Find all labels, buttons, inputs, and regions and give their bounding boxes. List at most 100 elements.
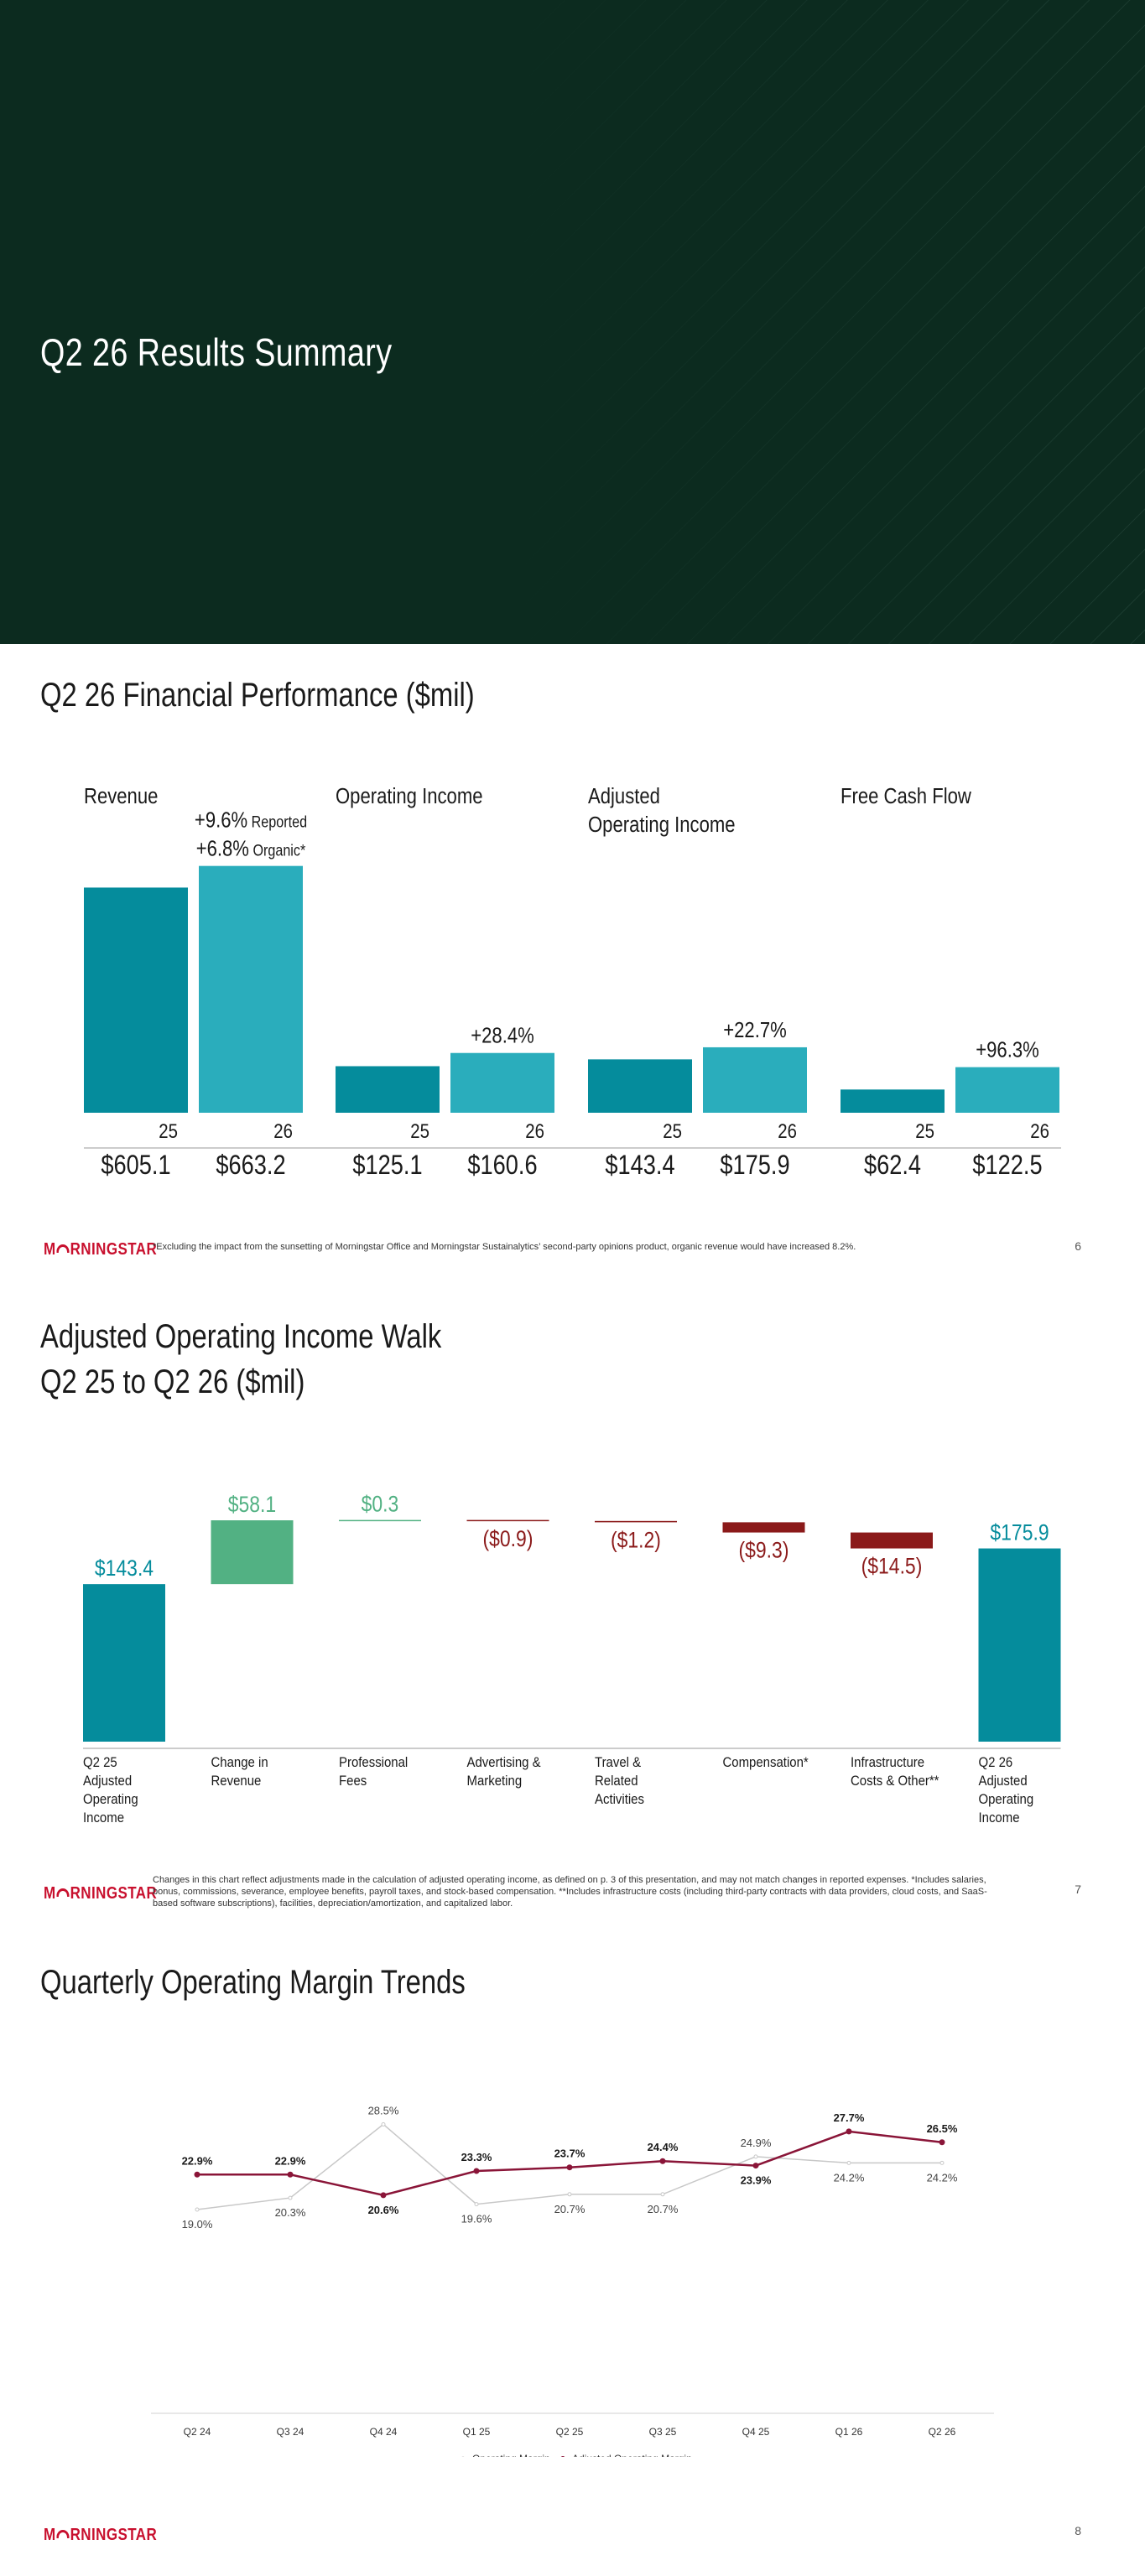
waterfall-bar: [466, 1519, 549, 1522]
footnote: Changes in this chart reflect adjustment…: [153, 1875, 987, 1909]
legend-label: Operating Margin: [472, 2453, 550, 2457]
panel-title: Operating Income: [588, 813, 736, 837]
data-label: 24.4%: [648, 2141, 679, 2153]
value-label: $125.1: [352, 1150, 422, 1181]
data-label: 20.6%: [368, 2204, 399, 2216]
value-label: $143.4: [605, 1150, 674, 1181]
panel-title: Free Cash Flow: [841, 784, 971, 808]
data-point: [474, 2202, 479, 2207]
category-label: Costs & Other**: [851, 1774, 939, 1789]
data-label: 20.3%: [275, 2206, 306, 2219]
category-label: Income: [83, 1810, 124, 1826]
data-point: [846, 2128, 852, 2135]
page-number: 6: [1075, 1239, 1081, 1253]
growth-label: +6.8% Organic*: [196, 837, 306, 861]
panel-title: Operating Income: [336, 784, 483, 808]
data-label: 26.5%: [927, 2122, 958, 2135]
walk-title-period: Q2 25 to Q2 26: [40, 1363, 229, 1400]
logo-ring-icon: [56, 2530, 70, 2538]
category-label: Related: [595, 1774, 638, 1789]
x-tick-label: Q3 25: [649, 2426, 677, 2438]
data-point: [753, 2154, 758, 2159]
data-point: [381, 2122, 386, 2127]
bar: [703, 1046, 807, 1113]
x-tick-label: Q1 26: [835, 2426, 863, 2438]
walk-title-line1: Adjusted Operating Income Walk: [40, 1318, 442, 1355]
waterfall-bar: [595, 1520, 677, 1523]
growth-label: +9.6% Reported: [195, 808, 307, 833]
data-label: 19.0%: [182, 2218, 213, 2231]
data-point: [659, 2158, 666, 2164]
category-label: Q2 26: [979, 1755, 1013, 1770]
value-label: $663.2: [216, 1150, 285, 1181]
walk-title-unit: ($mil): [236, 1363, 305, 1400]
x-tick-label: Q2 26: [929, 2426, 956, 2438]
value-label: ($0.9): [483, 1526, 533, 1551]
category-label: Marketing: [467, 1774, 523, 1789]
x-tick-label: Q4 24: [370, 2426, 398, 2438]
x-tick-label: Q2 25: [556, 2426, 584, 2438]
category-label: Activities: [595, 1792, 644, 1807]
panel-title: Adjusted: [588, 784, 660, 808]
category-label: Operating: [83, 1792, 138, 1807]
category-label: Compensation*: [723, 1755, 809, 1770]
logo-ring-icon: [56, 1888, 70, 1897]
waterfall-bar: [851, 1532, 933, 1549]
data-point: [939, 2139, 945, 2146]
data-point: [195, 2207, 200, 2212]
margin-trends-chart: Q2 24 Q3 24 Q4 24 Q1 25 Q2 25 Q3 25 Q4 25 Q1 26…: [151, 2104, 994, 2457]
value-label: $0.3: [362, 1492, 399, 1517]
logo-text: M RNINGSTAR: [44, 1884, 158, 1903]
waterfall-bar: [83, 1584, 165, 1742]
data-label: 27.7%: [834, 2111, 865, 2124]
category-label: Travel &: [595, 1755, 641, 1770]
data-label: 24.9%: [741, 2137, 772, 2149]
bar: [336, 1066, 440, 1113]
walk-title-line2: Q2 25 to Q2 26 ($mil): [40, 1362, 304, 1402]
financial-performance-title: Q2 26 Financial Performance ($mil): [40, 677, 475, 714]
category-label: Operating: [979, 1792, 1034, 1807]
category-label: Income: [979, 1810, 1020, 1826]
page-number: 7: [1075, 1883, 1081, 1896]
data-point: [660, 2192, 665, 2197]
title-slide: Q2 26 Results Summary: [0, 0, 1145, 644]
data-point: [939, 2160, 945, 2165]
category-label: Adjusted: [979, 1774, 1028, 1789]
data-point: [846, 2160, 851, 2165]
slide-title: Q2 26 Results Summary: [40, 330, 393, 374]
series-line: [197, 2130, 943, 2197]
value-label: $175.9: [720, 1150, 789, 1181]
waterfall-bar: [978, 1548, 1061, 1742]
bar: [955, 1067, 1059, 1113]
year-label: 25: [663, 1119, 682, 1142]
data-point: [566, 2164, 573, 2171]
morningstar-logo: M RNINGSTAR: [44, 1240, 157, 1259]
x-tick-label: Q4 25: [742, 2426, 770, 2438]
data-point: [752, 2163, 759, 2169]
financial-performance-chart: Revenue 25 $605.1 26 $663.2 +9.6% Reported +6.…: [84, 784, 1061, 1181]
hero-stripes: [0, 0, 1145, 644]
category-label: Fees: [339, 1774, 367, 1789]
year-label: 25: [915, 1119, 934, 1142]
data-point: [567, 2192, 572, 2197]
logo-ring-icon: [56, 1244, 70, 1253]
panel-title: Revenue: [84, 784, 158, 808]
value-label: $58.1: [228, 1492, 276, 1517]
value-label: ($1.2): [611, 1528, 661, 1553]
operating-income-walk-chart: $143.4 Q2 25 Adjusted Operating Income $58.1 C…: [83, 1492, 1061, 1826]
category-label: Q2 25: [83, 1755, 117, 1770]
value-label: $175.9: [990, 1520, 1049, 1545]
value-label: $605.1: [101, 1150, 170, 1181]
margin-trends-title: Quarterly Operating Margin Trends: [40, 1964, 466, 2001]
data-point: [473, 2168, 480, 2174]
data-label: 23.9%: [741, 2174, 772, 2187]
page-number: 8: [1075, 2524, 1081, 2537]
data-label: 28.5%: [368, 2104, 399, 2116]
legend-marker: [560, 2456, 565, 2457]
data-label: 22.9%: [182, 2154, 213, 2167]
bar: [199, 865, 303, 1113]
x-tick-label: Q2 24: [184, 2426, 211, 2438]
category-label: Adjusted: [83, 1774, 132, 1789]
morningstar-logo: M RNINGSTAR: [44, 2526, 157, 2545]
year-label: 26: [525, 1119, 544, 1142]
